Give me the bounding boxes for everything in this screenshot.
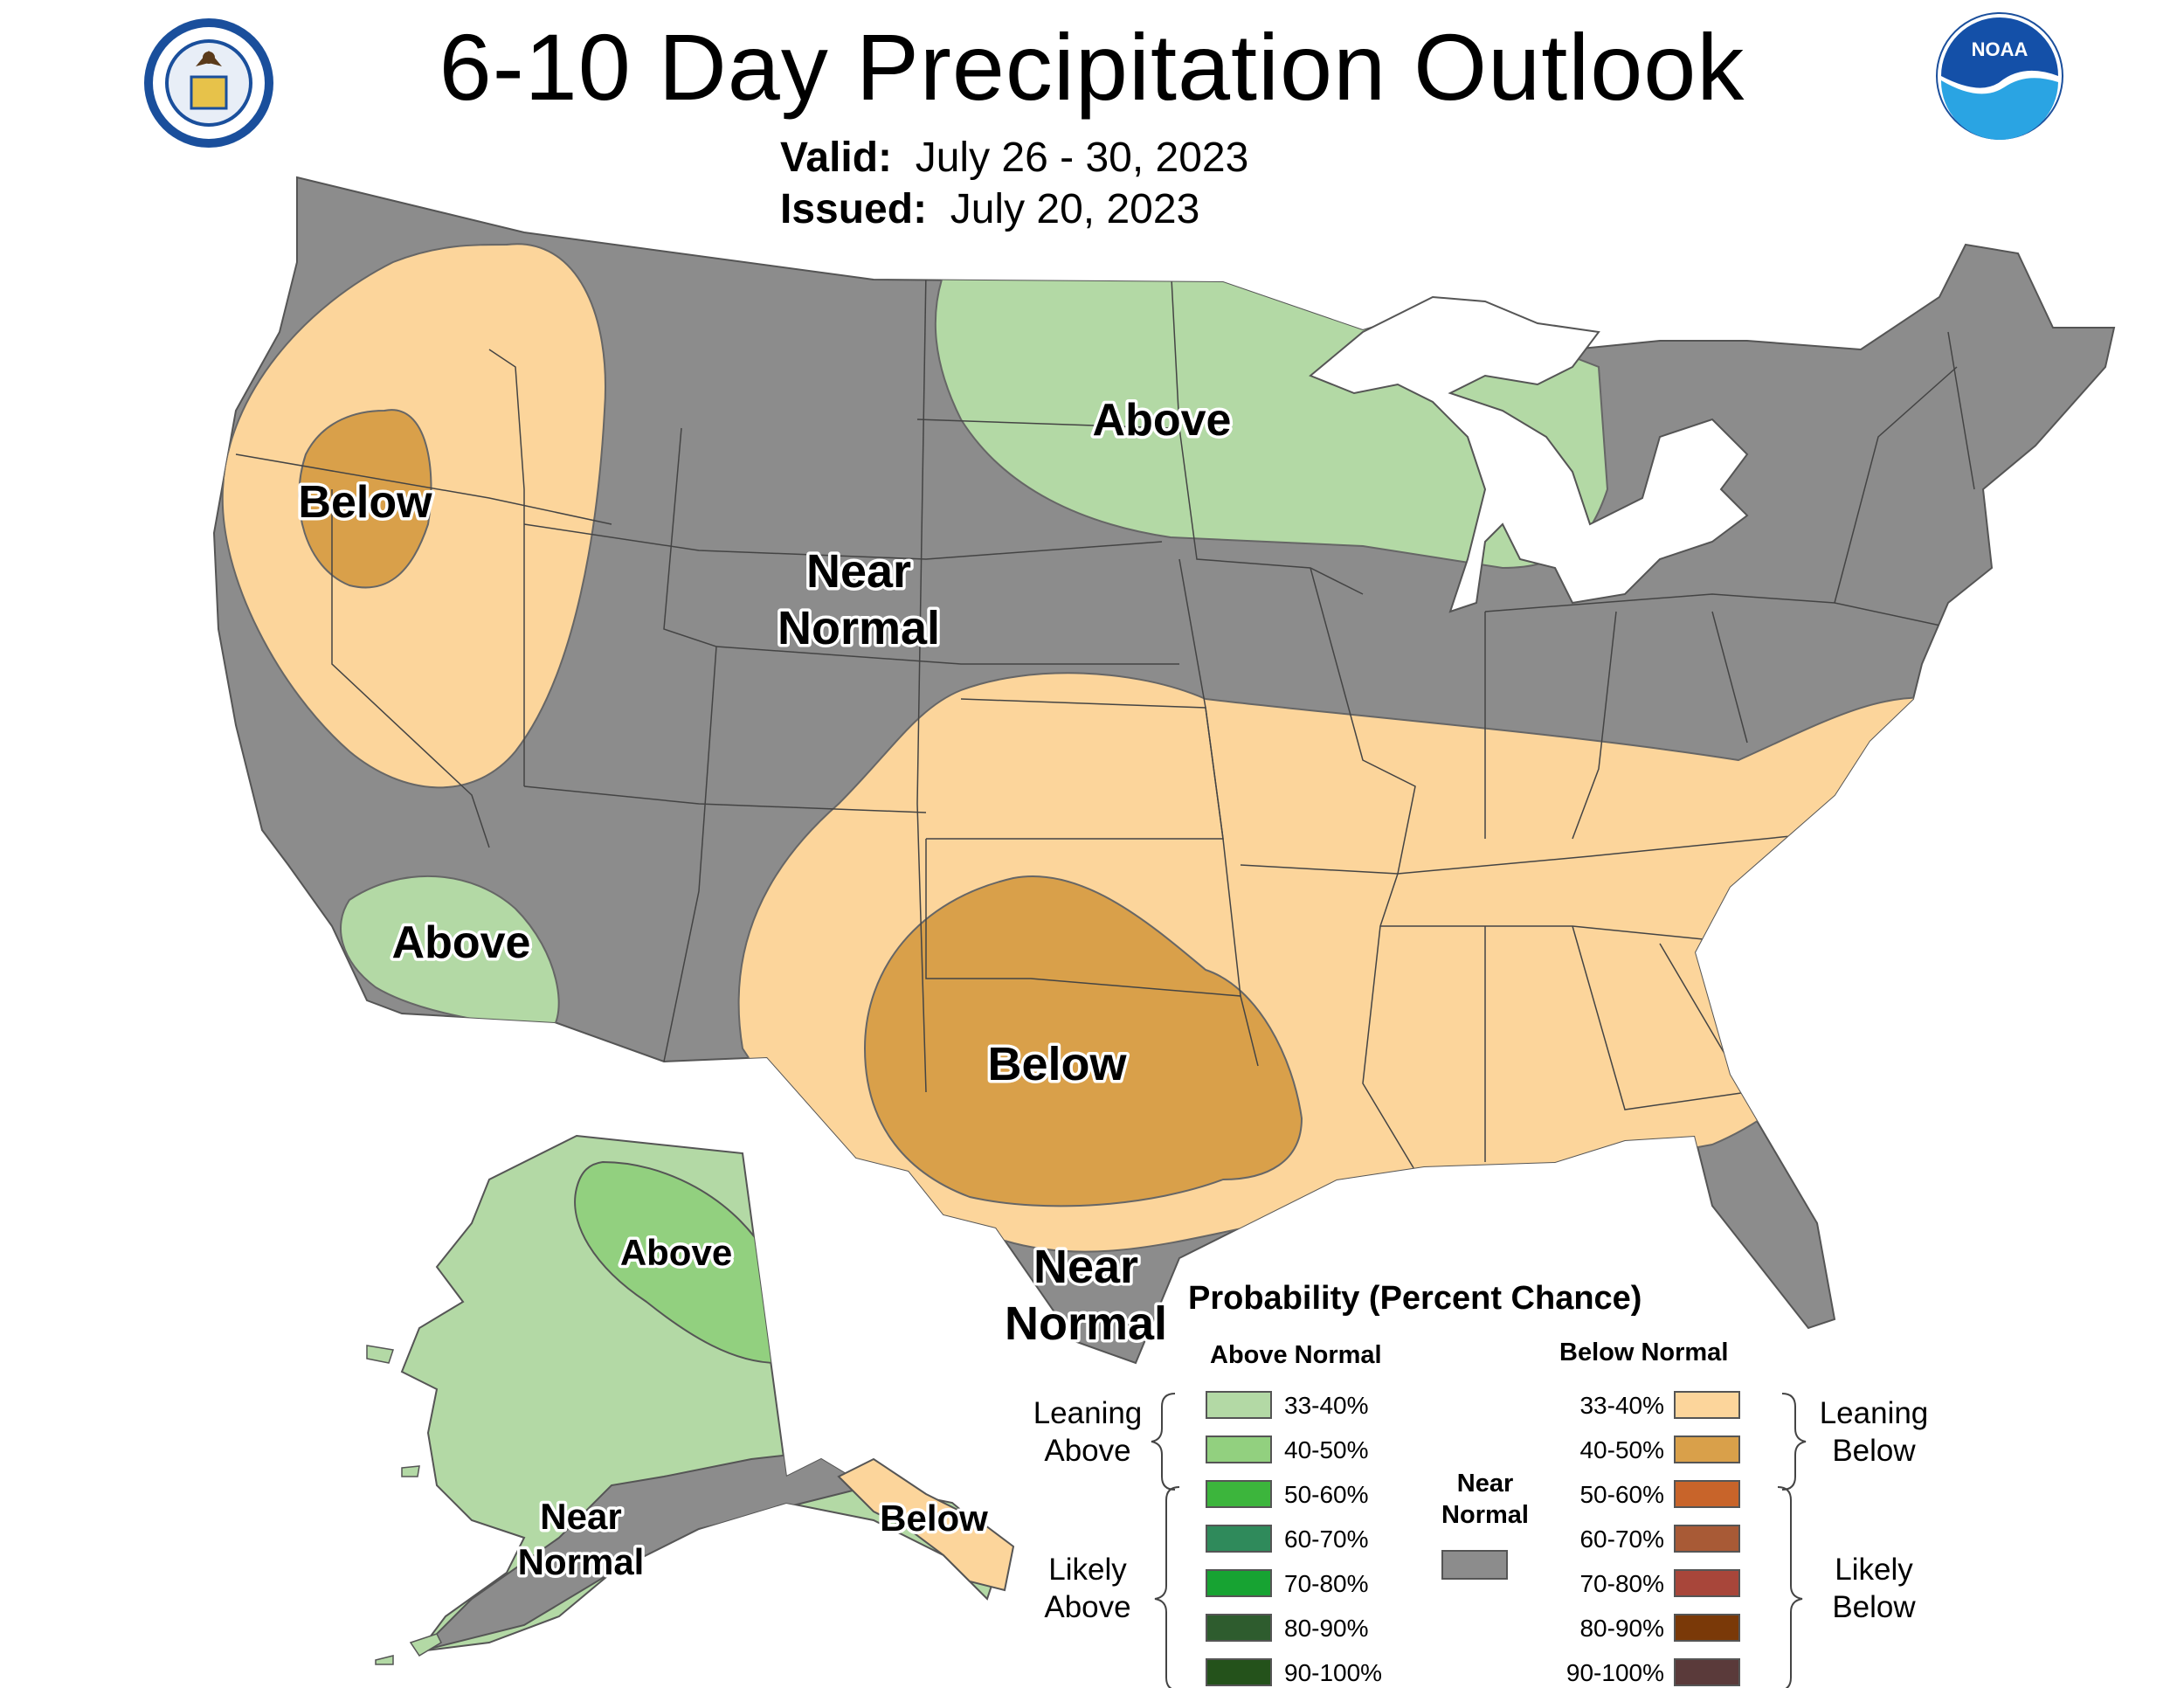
alaska-above-40-50-area (574, 1160, 779, 1365)
legend-below-header: Below Normal (1559, 1339, 1729, 1366)
brace-likely-above (1154, 1486, 1180, 1688)
legend-near-normal-label: Near Normal (1433, 1468, 1538, 1531)
below-40-50-southern-plains-area (863, 875, 1303, 1207)
legend-above-swatch-5 (1206, 1614, 1272, 1642)
likely-below-line1: Likely (1835, 1553, 1913, 1587)
brace-leaning-below (1781, 1393, 1807, 1491)
map-label-near-normal-line1: Near (806, 545, 911, 598)
alaska-panhandle-below-area (837, 1457, 1015, 1592)
legend-above-range-6: 90-100% (1284, 1659, 1383, 1686)
likely-above-line1: Likely (1048, 1553, 1127, 1587)
map-label-near-normal-line2: Normal (778, 602, 940, 654)
legend-below-range-3: 60-70% (1579, 1525, 1664, 1553)
legend-near-line1: Near (1456, 1470, 1514, 1498)
map-label-near-normal-texas-line2: Normal (1005, 1297, 1167, 1350)
legend-below-swatch-6 (1674, 1658, 1740, 1686)
legend-above-range-3: 60-70% (1284, 1525, 1369, 1553)
page-title: 6-10 Day Precipitation Outlook (439, 14, 1745, 120)
legend-below-range-6: 90-100% (1565, 1659, 1664, 1686)
legend-above-swatch-2 (1206, 1480, 1272, 1508)
brace-likely-below (1777, 1486, 1803, 1688)
brace-leaning-above (1151, 1393, 1176, 1491)
issued-value: July 20, 2023 (950, 186, 1200, 232)
legend-leaning-below-label: Leaning Below (1800, 1394, 1948, 1470)
leaning-below-line1: Leaning (1819, 1396, 1929, 1430)
legend-below-range-4: 70-80% (1579, 1570, 1664, 1597)
map-label-below-alaska-panhandle: Below (880, 1498, 988, 1539)
legend-above-range-0: 33-40% (1284, 1392, 1369, 1419)
legend-leaning-above-label: Leaning Above (1013, 1394, 1162, 1470)
map-label-below-northwest: Below (298, 477, 432, 528)
issued-date: Issued: July 20, 2023 (780, 185, 1199, 233)
leaning-above-line2: Above (1044, 1434, 1131, 1468)
legend-below-swatch-0 (1674, 1391, 1740, 1419)
map-label-near-normal-texas-line1: Near (1033, 1241, 1138, 1293)
map-label-above-southern-california: Above (392, 917, 531, 968)
legend-below-swatch-3 (1674, 1525, 1740, 1553)
great-lakes-area (1309, 295, 1749, 613)
map-label-below-southern-plains: Below (987, 1038, 1127, 1090)
legend-likely-below-label: Likely Below (1800, 1551, 1948, 1626)
legend-above-range-2: 50-60% (1284, 1481, 1369, 1508)
likely-below-line2: Below (1832, 1590, 1916, 1624)
legend-above-swatch-0 (1206, 1391, 1272, 1419)
legend-below-swatch-4 (1674, 1569, 1740, 1597)
valid-value: July 26 - 30, 2023 (915, 135, 1249, 181)
legend-likely-above-label: Likely Above (1013, 1551, 1162, 1626)
noaa-logo-icon: NOAA (1936, 12, 2063, 140)
legend-near-normal-swatch (1441, 1550, 1508, 1580)
legend-above-range-1: 40-50% (1284, 1436, 1369, 1463)
valid-label: Valid: (780, 135, 893, 181)
legend-below-range-0: 33-40% (1579, 1392, 1664, 1419)
legend-below-range-5: 80-90% (1579, 1615, 1664, 1642)
legend-below-range-2: 50-60% (1579, 1481, 1664, 1508)
leaning-above-line1: Leaning (1033, 1396, 1143, 1430)
map-label-above-upper-midwest: Above (1093, 395, 1232, 446)
legend-above-range-4: 70-80% (1284, 1570, 1369, 1597)
department-of-commerce-seal-icon (144, 18, 273, 148)
noaa-logo-text: NOAA (1972, 38, 2028, 60)
map-label-near-normal-alaska-line2: Normal (518, 1541, 645, 1582)
aleutian-islands (366, 1345, 442, 1665)
legend-above-swatch-6 (1206, 1658, 1272, 1686)
map-label-near-normal-alaska-line1: Near (540, 1496, 621, 1537)
issued-label: Issued: (780, 186, 928, 232)
leaning-below-line2: Below (1832, 1434, 1916, 1468)
legend-below-swatch-2 (1674, 1480, 1740, 1508)
legend-below-swatch-5 (1674, 1614, 1740, 1642)
legend-above-header: Above Normal (1210, 1341, 1382, 1369)
valid-date: Valid: July 26 - 30, 2023 (780, 134, 1248, 182)
legend-above-swatch-1 (1206, 1435, 1272, 1463)
legend-near-line2: Normal (1441, 1501, 1529, 1529)
legend-below-range-1: 40-50% (1579, 1436, 1664, 1463)
legend-below-swatch-1 (1674, 1435, 1740, 1463)
likely-above-line2: Above (1044, 1590, 1131, 1624)
legend-above-range-5: 80-90% (1284, 1615, 1369, 1642)
map-label-above-alaska: Above (620, 1232, 732, 1273)
legend-above-swatch-3 (1206, 1525, 1272, 1553)
legend-above-swatch-4 (1206, 1569, 1272, 1597)
legend-title: Probability (Percent Chance) (1188, 1280, 1642, 1317)
